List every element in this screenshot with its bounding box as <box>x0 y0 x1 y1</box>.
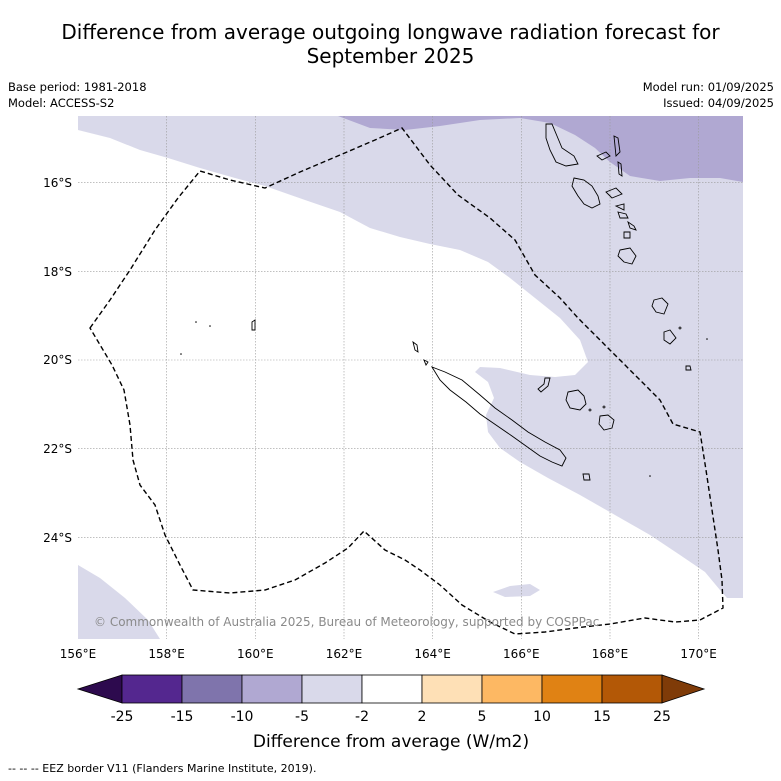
colorbar-tick-label: -10 <box>231 709 254 725</box>
nc-north-islet <box>423 359 429 366</box>
colorbar-segment <box>241 674 303 704</box>
maewo-island <box>613 135 621 157</box>
islet <box>209 325 211 327</box>
anomaly-region-minus5-to-minus2 <box>78 116 743 598</box>
islet <box>195 321 197 323</box>
x-tick-label: 166°E <box>503 647 540 661</box>
colorbar-tick-label: 25 <box>653 709 671 725</box>
islet <box>649 475 651 477</box>
model-text: Model: ACCESS-S2 <box>8 96 115 110</box>
chesterfield-islands <box>251 319 256 331</box>
run-info: Model run: 01/09/2025 Issued: 04/09/2025 <box>643 79 774 111</box>
colorbar-labels: -25 -15 -10 -5 -2 2 5 10 15 25 <box>111 709 671 725</box>
x-tick-label: 164°E <box>414 647 451 661</box>
eez-footnote: -- -- -- EEZ border V11 (Flanders Marine… <box>8 762 317 775</box>
tanna-island <box>617 247 637 265</box>
y-tick-label: 20°S <box>43 353 72 367</box>
ouvea-island <box>537 377 551 393</box>
map-title-line1: Difference from average outgoing longwav… <box>61 20 720 44</box>
anomaly-region-minus10-to-minus5 <box>338 116 743 182</box>
y-tick-label: 18°S <box>43 265 72 279</box>
efate-island <box>617 211 629 219</box>
isle-of-pines <box>582 473 591 481</box>
colorbar-segment <box>301 674 363 704</box>
x-tick-label: 156°E <box>60 647 97 661</box>
map-title: Difference from average outgoing longwav… <box>0 20 781 68</box>
x-tick-label: 170°E <box>680 647 717 661</box>
map-title-line2: September 2025 <box>306 44 475 68</box>
colorbar-segment <box>421 674 483 704</box>
ambrym-island <box>605 187 623 199</box>
new-caledonia-grande-terre <box>430 366 567 467</box>
pentecost-island <box>617 161 623 177</box>
aneityum-island <box>651 297 669 315</box>
espiritu-santo-island <box>545 123 579 167</box>
x-tick-label: 158°E <box>148 647 185 661</box>
islet <box>588 408 592 412</box>
malakula-island <box>571 177 601 209</box>
colorbar-tick-label: -15 <box>171 709 194 725</box>
map-plot-area: © Commonwealth of Australia 2025, Bureau… <box>78 116 743 639</box>
lifou-island <box>565 389 587 411</box>
model-run-text: Model run: 01/09/2025 <box>642 80 774 94</box>
colorbar-tick-label: -5 <box>295 709 309 725</box>
anomaly-region-minus5-to-minus2-southwest <box>78 565 160 639</box>
colorbar <box>76 674 706 704</box>
shepherd-islets <box>627 220 637 231</box>
belep-islands <box>412 340 419 353</box>
colorbar-tick-label: 10 <box>533 709 551 725</box>
colorbar-title: Difference from average (W/m2) <box>253 732 529 752</box>
colorbar-tick-label: 15 <box>593 709 611 725</box>
mare-island <box>598 414 615 431</box>
copyright-text: © Commonwealth of Australia 2025, Bureau… <box>94 615 599 629</box>
graticule <box>78 116 743 639</box>
hunter-island <box>685 365 692 371</box>
anomaly-region-minus5-to-minus2-south <box>493 584 540 597</box>
x-tick-label: 168°E <box>592 647 629 661</box>
islet <box>180 353 182 355</box>
ambae-island <box>596 151 611 161</box>
islet <box>602 405 606 409</box>
model-info: Base period: 1981-2018 Model: ACCESS-S2 <box>8 79 147 111</box>
x-tick-label: 162°E <box>326 647 363 661</box>
x-tick-label: 160°E <box>237 647 274 661</box>
colorbar-segment <box>121 674 183 704</box>
colorbar-segment <box>601 674 663 704</box>
colorbar-segment <box>541 674 603 704</box>
islet <box>678 326 682 330</box>
epi-island <box>614 203 625 211</box>
y-tick-label: 22°S <box>43 442 72 456</box>
issued-text: Issued: 04/09/2025 <box>663 96 774 110</box>
matthew-island <box>663 329 677 345</box>
x-axis-ticks: 156°E 158°E 160°E 162°E 164°E 166°E 168°… <box>60 647 717 661</box>
colorbar-tick-label: 5 <box>478 709 487 725</box>
y-tick-label: 24°S <box>43 531 72 545</box>
colorbar-extend-low <box>76 674 123 704</box>
colorbar-tick-label: -25 <box>111 709 134 725</box>
y-tick-label: 16°S <box>43 176 72 190</box>
colorbar-segment <box>181 674 243 704</box>
y-axis-ticks: 16°S 18°S 20°S 22°S 24°S <box>43 176 72 545</box>
colorbar-segment <box>361 674 423 704</box>
islet <box>706 338 708 340</box>
erromango-island <box>623 231 631 239</box>
colorbar-segment <box>481 674 543 704</box>
base-period-text: Base period: 1981-2018 <box>8 80 147 94</box>
colorbar-tick-label: 2 <box>418 709 427 725</box>
eez-border <box>89 127 724 635</box>
colorbar-tick-label: -2 <box>355 709 369 725</box>
colorbar-extend-high <box>661 674 706 704</box>
